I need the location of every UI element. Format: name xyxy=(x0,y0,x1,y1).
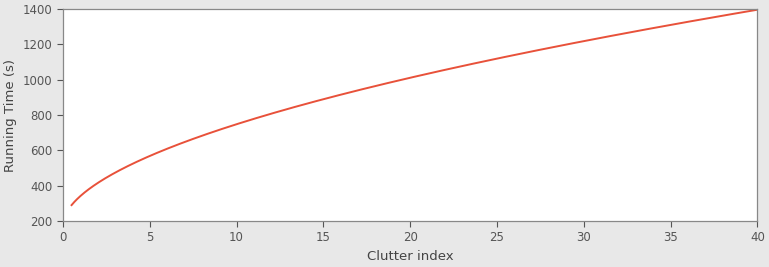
X-axis label: Clutter index: Clutter index xyxy=(367,250,454,263)
Y-axis label: Running Time (s): Running Time (s) xyxy=(4,58,17,171)
